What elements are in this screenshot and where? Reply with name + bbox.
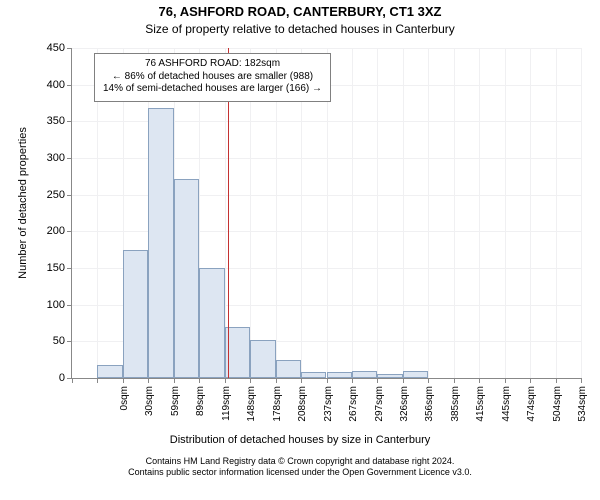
histogram-bar [352, 371, 377, 378]
y-tick-label: 100 [35, 299, 65, 311]
x-tick-label: 267sqm [348, 386, 359, 434]
x-tick-label: 148sqm [246, 386, 257, 434]
histogram-bar [327, 372, 352, 378]
x-tick-label: 89sqm [195, 386, 206, 434]
x-tick-label: 415sqm [475, 386, 486, 434]
x-tick-label: 297sqm [374, 386, 385, 434]
histogram-bar [250, 340, 275, 378]
x-tick-label: 0sqm [119, 386, 130, 434]
plot-area: 76 ASHFORD ROAD: 182sqm← 86% of detached… [71, 48, 581, 379]
histogram-bar [174, 179, 199, 378]
y-tick-label: 300 [35, 152, 65, 164]
y-tick-label: 0 [35, 372, 65, 384]
histogram-bar [148, 108, 173, 378]
grid-vertical [352, 48, 353, 378]
grid-vertical [479, 48, 480, 378]
histogram-bar [276, 360, 301, 378]
y-axis-label: Number of detached properties [17, 103, 29, 303]
x-tick-label: 237sqm [323, 386, 334, 434]
chart-title: 76, ASHFORD ROAD, CANTERBURY, CT1 3XZ [0, 4, 600, 19]
annotation-line3: 14% of semi-detached houses are larger (… [103, 83, 322, 96]
histogram-bar [301, 372, 326, 378]
grid-vertical [581, 48, 582, 378]
x-tick-label: 385sqm [450, 386, 461, 434]
x-tick-label: 119sqm [221, 386, 232, 434]
y-tick-label: 400 [35, 79, 65, 91]
y-tick-label: 450 [35, 42, 65, 54]
x-tick-label: 30sqm [144, 386, 155, 434]
grid-vertical [377, 48, 378, 378]
x-tick-label: 326sqm [399, 386, 410, 434]
annotation-line2: ← 86% of detached houses are smaller (98… [103, 71, 322, 84]
y-tick-label: 350 [35, 115, 65, 127]
histogram-bar [377, 374, 402, 378]
histogram-bar [97, 365, 122, 378]
grid-vertical [454, 48, 455, 378]
y-tick-label: 250 [35, 189, 65, 201]
annotation-line1: 76 ASHFORD ROAD: 182sqm [103, 58, 322, 71]
x-axis-label: Distribution of detached houses by size … [0, 434, 600, 446]
chart-subtitle: Size of property relative to detached ho… [0, 22, 600, 36]
x-tick-label: 356sqm [424, 386, 435, 434]
grid-vertical [530, 48, 531, 378]
x-tick-label: 504sqm [552, 386, 563, 434]
x-tick-label: 534sqm [577, 386, 588, 434]
footer-line2: Contains public sector information licen… [0, 467, 600, 478]
histogram-bar [199, 268, 224, 378]
y-tick-label: 200 [35, 225, 65, 237]
y-tick-label: 50 [35, 335, 65, 347]
x-tick-label: 208sqm [297, 386, 308, 434]
annotation-box: 76 ASHFORD ROAD: 182sqm← 86% of detached… [94, 53, 331, 102]
footer-line1: Contains HM Land Registry data © Crown c… [0, 456, 600, 467]
y-tick-label: 150 [35, 262, 65, 274]
x-tick-label: 59sqm [170, 386, 181, 434]
chart-container: { "title": "76, ASHFORD ROAD, CANTERBURY… [0, 0, 600, 500]
grid-vertical [403, 48, 404, 378]
histogram-bar [123, 250, 148, 378]
footer-attribution: Contains HM Land Registry data © Crown c… [0, 456, 600, 479]
grid-vertical [505, 48, 506, 378]
x-tick-label: 445sqm [501, 386, 512, 434]
x-tick-label: 474sqm [526, 386, 537, 434]
histogram-bar [403, 371, 428, 378]
grid-vertical [556, 48, 557, 378]
x-tick-label: 178sqm [272, 386, 283, 434]
grid-vertical [428, 48, 429, 378]
